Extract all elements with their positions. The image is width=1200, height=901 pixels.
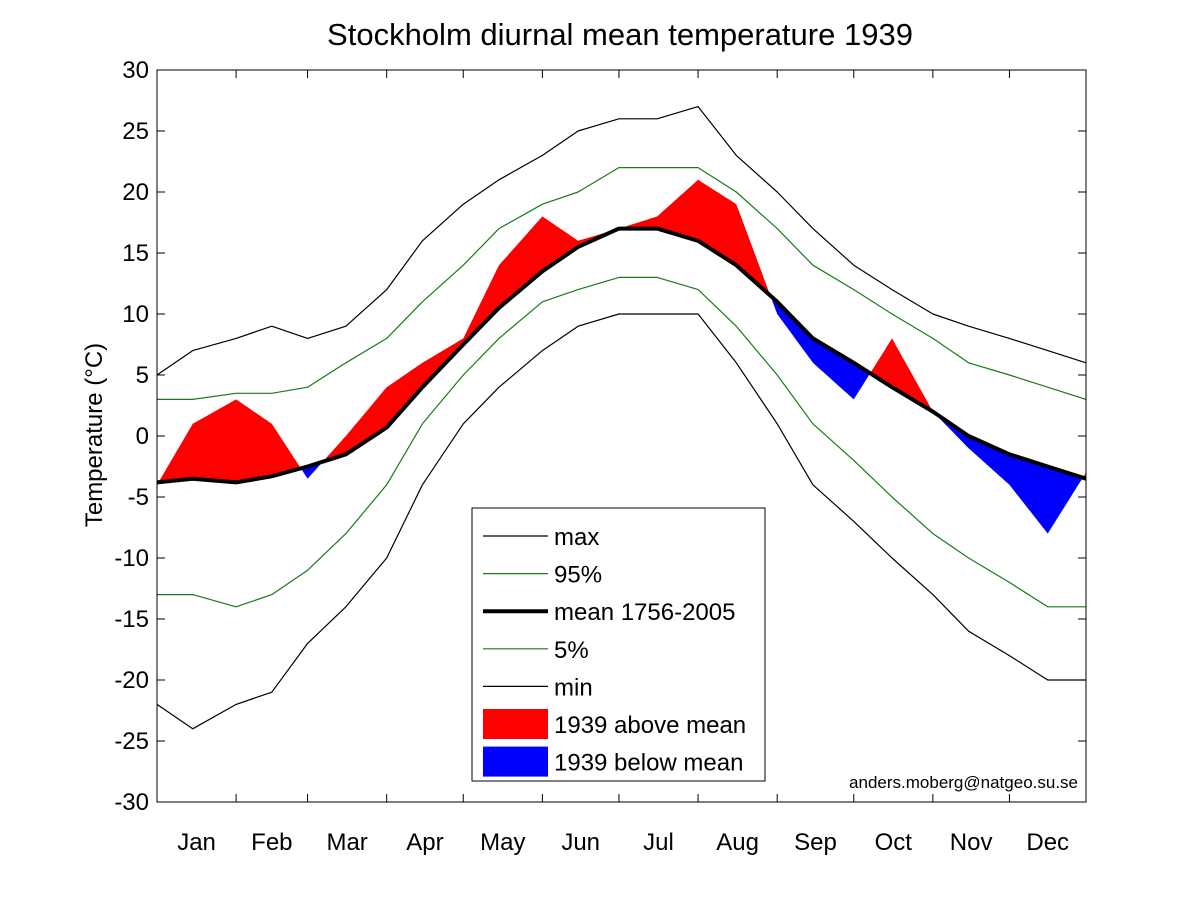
y-tick-label: 5 bbox=[136, 362, 149, 389]
legend-swatch-above bbox=[483, 709, 548, 739]
series-line-mean bbox=[156, 226, 1087, 485]
legend-swatch-below bbox=[483, 746, 548, 777]
y-axis-label: Temperature (°C) bbox=[81, 343, 108, 527]
series-line-min bbox=[156, 313, 1086, 730]
x-tick-label-month: Feb bbox=[251, 829, 292, 856]
chart-title: Stockholm diurnal mean temperature 1939 bbox=[327, 17, 913, 52]
y-tick-label: -15 bbox=[114, 606, 149, 633]
legend-label-above: 1939 above mean bbox=[554, 712, 746, 739]
x-tick-label-month: Nov bbox=[950, 829, 993, 856]
legend-label-p95: 95% bbox=[554, 562, 602, 589]
y-tick-label: -10 bbox=[114, 545, 149, 572]
fill-above-mean bbox=[158, 179, 1086, 483]
x-tick-label-month: Jan bbox=[177, 829, 216, 856]
y-tick-label: -25 bbox=[114, 728, 149, 755]
x-tick-label-month: Mar bbox=[326, 829, 367, 856]
credit-text: anders.moberg@natgeo.su.se bbox=[849, 773, 1078, 792]
x-tick-label-month: Apr bbox=[406, 829, 443, 856]
x-tick-label-month: Aug bbox=[716, 829, 759, 856]
legend-box bbox=[471, 507, 766, 782]
y-tick-label: -20 bbox=[114, 667, 149, 694]
legend-label-p5: 5% bbox=[554, 637, 589, 664]
legend-label-min: min bbox=[554, 674, 593, 701]
x-tick-label-month: Oct bbox=[875, 829, 913, 856]
x-tick-label-month: Jun bbox=[561, 829, 600, 856]
series-line-max bbox=[156, 105, 1087, 376]
legend-label-below: 1939 below mean bbox=[554, 750, 743, 777]
x-tick-label-month: Sep bbox=[794, 829, 837, 856]
series-line-p5 bbox=[157, 276, 1086, 608]
y-tick-label: 15 bbox=[122, 240, 149, 267]
anomaly-fills bbox=[157, 179, 1086, 534]
y-tick-label: 0 bbox=[136, 423, 149, 450]
x-tick-label-month: May bbox=[480, 829, 525, 856]
legend-label-mean: mean 1756-2005 bbox=[554, 599, 735, 626]
x-tick-label-month: Dec bbox=[1026, 829, 1069, 856]
y-tick-label: 25 bbox=[122, 118, 149, 145]
y-tick-label: 30 bbox=[122, 57, 149, 84]
x-tick-label-month: Jul bbox=[643, 829, 674, 856]
axes: 30 25 20 15 10 5 0 -5 -10 -15 -20 -25 -30 Jan Feb Mar Ap… bbox=[114, 57, 1087, 856]
y-tick-label: -5 bbox=[128, 484, 149, 511]
y-tick-label: -30 bbox=[114, 789, 149, 816]
series-lines bbox=[156, 105, 1087, 730]
legend: max 95% mean 1756-2005 5% min 1939 above mean… bbox=[471, 507, 766, 782]
y-tick-label: 10 bbox=[122, 301, 149, 328]
legend-label-max: max bbox=[554, 524, 599, 551]
y-tick-label: 20 bbox=[122, 179, 149, 206]
series-line-p95 bbox=[157, 167, 1087, 400]
